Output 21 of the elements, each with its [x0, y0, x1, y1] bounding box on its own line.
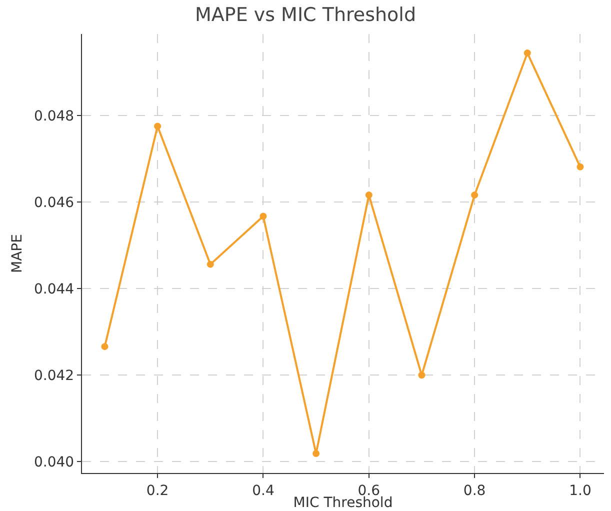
x-tick-label: 0.2 — [146, 482, 169, 499]
x-tick-label: 0.4 — [252, 482, 274, 499]
point — [206, 260, 214, 268]
x-tick-label: 0.8 — [463, 482, 486, 499]
point — [260, 212, 267, 220]
point — [418, 372, 426, 379]
point — [471, 192, 478, 199]
y-tick-label: 0.042 — [34, 368, 74, 384]
point — [101, 343, 108, 350]
chart-title: MAPE vs MIC Threshold — [194, 4, 416, 26]
y-tick-label: 0.044 — [34, 281, 74, 298]
x-tick-label: 1.0 — [569, 482, 592, 499]
y-axis-title: MAPE — [10, 234, 26, 273]
point — [524, 50, 531, 57]
point — [312, 450, 320, 458]
point — [576, 163, 584, 170]
y-tick-label: 0.046 — [34, 194, 74, 211]
point — [154, 122, 162, 130]
point — [365, 192, 372, 199]
y-tick-label: 0.040 — [34, 454, 74, 471]
y-tick-label: 0.048 — [34, 108, 74, 124]
